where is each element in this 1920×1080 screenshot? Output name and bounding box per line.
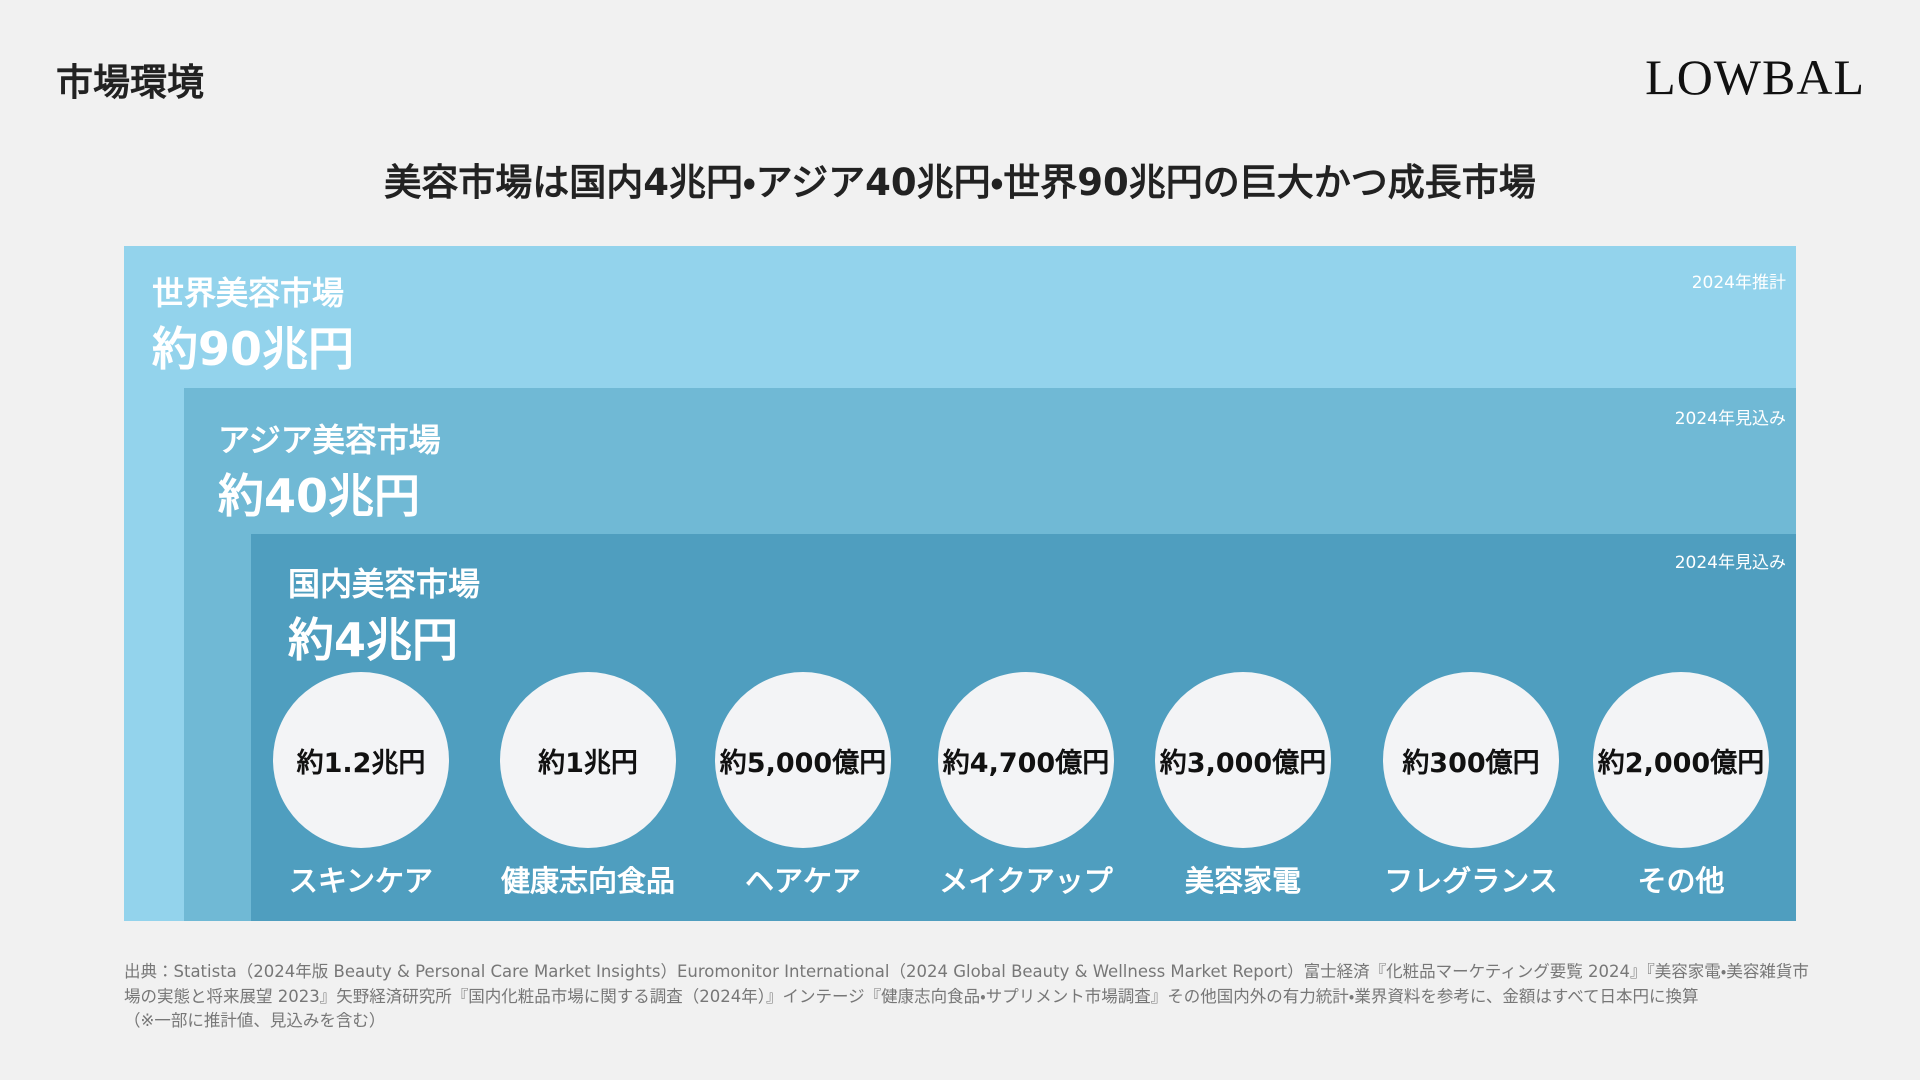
segment-circle: 約300億円 [1383,672,1559,848]
market-value: 約90兆円 [152,322,355,376]
segment-value: 約1兆円 [538,747,638,779]
page-title: 市場環境 [56,61,204,104]
segment-value: 約1.2兆円 [296,747,426,779]
segment-circle: 約5,000億円 [715,672,891,848]
segment-label: 健康志向食品 [500,864,675,898]
market-label: 世界美容市場 [152,274,345,312]
market-note: 2024年推計 [1691,273,1786,293]
segment-value: 約4,700億円 [942,747,1110,779]
segment-label: その他 [1637,864,1725,898]
source-note: 出典：Statista（2024年版 Beauty & Personal Car… [124,960,1809,1034]
segment-value: 約300億円 [1402,747,1540,779]
source-line: （※一部に推計値、見込みを含む） [124,1011,386,1030]
segment-value: 約5,000億円 [719,747,887,779]
logo: LOWBAL [1645,49,1865,105]
market-label: 国内美容市場 [288,565,481,603]
segment-label: ヘアケア [744,864,861,898]
market-value: 約40兆円 [218,469,421,523]
segment-circle: 約1.2兆円 [273,672,449,848]
segment-circle: 約2,000億円 [1593,672,1769,848]
market-note: 2024年見込み [1674,553,1786,573]
segment-value: 約3,000億円 [1159,747,1327,779]
segment-label: スキンケア [288,864,434,898]
market-label: アジア美容市場 [218,421,441,459]
segment-label: フレグランス [1384,864,1558,898]
segment-circle: 約3,000億円 [1155,672,1331,848]
headline: 美容市場は国内4兆円・アジア40兆円・世界90兆円の巨大かつ成長市場 [384,161,1536,204]
segment-value: 約2,000億円 [1597,747,1765,779]
source-line: 場の実態と将来展望 2023』矢野経済研究所『国内化粧品市場に関する調査（202… [124,986,1699,1006]
source-line: 出典：Statista（2024年版 Beauty & Personal Car… [124,962,1809,981]
segment-label: メイクアップ [939,864,1113,898]
market-value: 約4兆円 [288,613,459,667]
segment-circle: 約1兆円 [500,672,676,848]
market-note: 2024年見込み [1674,409,1786,429]
segment-label: 美容家電 [1184,864,1301,898]
segment-circle: 約4,700億円 [938,672,1114,848]
